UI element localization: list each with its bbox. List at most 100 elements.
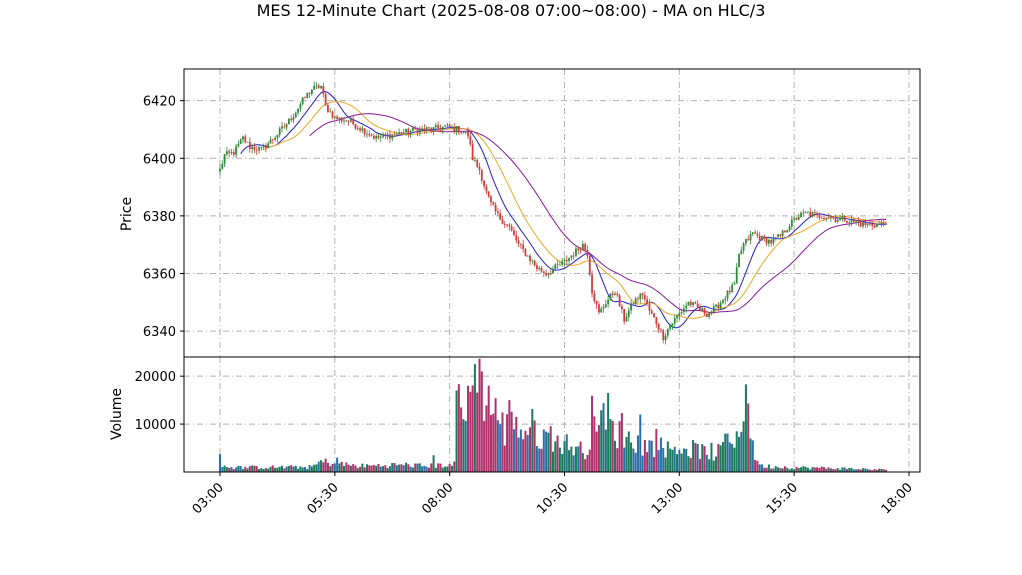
- candle-body: [761, 236, 763, 241]
- candle-body: [685, 305, 688, 309]
- volume-bar: [630, 442, 633, 472]
- volume-bar: [673, 446, 676, 472]
- volume-bar: [285, 466, 288, 472]
- candle-body: [864, 222, 867, 225]
- candle-body: [265, 145, 267, 149]
- volume-bar: [405, 462, 408, 472]
- candle-body: [545, 272, 548, 276]
- volume-bar: [274, 467, 277, 472]
- candle-body: [797, 217, 800, 220]
- candle-body: [407, 128, 410, 134]
- volume-bar: [595, 431, 598, 472]
- volume-panel: 10000 20000 Volume: [109, 356, 921, 473]
- candle-body: [441, 126, 444, 130]
- volume-bar: [416, 463, 419, 472]
- candle-body: [827, 217, 830, 219]
- volume-bar: [391, 463, 394, 472]
- candle-body: [464, 131, 467, 133]
- volume-bar: [614, 440, 617, 472]
- candle-body: [352, 119, 355, 125]
- volume-bar: [281, 465, 284, 472]
- volume-bar: [441, 467, 444, 472]
- candle-body: [320, 86, 322, 89]
- price-y-axis-label: Price: [119, 197, 135, 231]
- volume-bar: [331, 463, 334, 472]
- candle-body: [671, 323, 674, 326]
- candle-body: [398, 132, 401, 134]
- candle-body: [519, 243, 522, 245]
- candle-body: [763, 236, 766, 238]
- volume-bar: [260, 468, 263, 472]
- candle-body: [471, 144, 474, 161]
- candle-body: [666, 329, 669, 336]
- candle-body: [565, 259, 568, 262]
- candle-body: [829, 217, 832, 219]
- candle-body: [517, 240, 520, 244]
- candle-body: [742, 243, 745, 251]
- volume-bar: [347, 464, 350, 472]
- volume-bar: [852, 469, 855, 472]
- candle-body: [878, 223, 881, 225]
- moving-average-40-line: [309, 113, 887, 314]
- volume-bar: [558, 447, 561, 472]
- volume-bar: [439, 463, 442, 472]
- candle-body: [793, 218, 796, 220]
- volume-bar: [623, 447, 626, 472]
- candle-body: [620, 306, 623, 310]
- candle-body: [660, 329, 662, 331]
- candle-body: [873, 225, 876, 228]
- volume-bar: [524, 430, 527, 472]
- volume-bar: [611, 420, 614, 472]
- volume-bar: [258, 469, 261, 472]
- candle-body: [745, 239, 747, 244]
- volume-bar: [363, 467, 366, 472]
- volume-bar: [747, 403, 750, 472]
- candle-body: [846, 220, 848, 223]
- candle-body: [317, 85, 320, 89]
- volume-bar: [326, 462, 329, 472]
- candle-body: [869, 223, 871, 225]
- candle-body: [423, 128, 426, 131]
- candle-body: [802, 212, 805, 214]
- candle-body: [409, 130, 412, 134]
- candle-body: [738, 254, 740, 268]
- volume-bar: [609, 418, 612, 472]
- candlesticks: [219, 81, 887, 345]
- candle-body: [747, 239, 750, 241]
- candle-body: [453, 126, 456, 132]
- volume-bar: [584, 459, 587, 472]
- candle-body: [731, 284, 734, 293]
- volume-bar: [682, 448, 685, 472]
- volume-bar: [471, 385, 474, 472]
- volume-bar: [574, 446, 577, 472]
- candle-body: [834, 218, 837, 222]
- candle-body: [664, 335, 667, 341]
- volume-bar: [432, 455, 435, 472]
- volume-bar: [292, 466, 295, 472]
- candle-body: [836, 219, 839, 222]
- candle-body: [469, 136, 472, 145]
- candle-body: [850, 218, 853, 222]
- volume-bar: [395, 465, 398, 472]
- volume-bar: [632, 448, 635, 472]
- volume-bar: [230, 467, 233, 472]
- volume-bar: [370, 465, 373, 472]
- volume-bar: [878, 468, 881, 472]
- candle-body: [852, 218, 855, 222]
- volume-bar: [462, 419, 465, 472]
- candle-body: [625, 316, 628, 322]
- volume-bar: [779, 468, 782, 472]
- price-y-ticks: 6340 6360 6380 6400 6420: [143, 95, 184, 340]
- volume-bar: [825, 468, 828, 472]
- candle-body: [561, 261, 564, 265]
- volume-bar: [299, 466, 302, 472]
- volume-bar: [834, 469, 837, 472]
- candle-body: [418, 128, 421, 133]
- volume-bar: [827, 467, 830, 472]
- candle-body: [807, 211, 809, 213]
- volume-bar: [731, 443, 734, 472]
- candle-body: [389, 134, 391, 139]
- candle-body: [290, 118, 293, 121]
- volume-bar: [871, 470, 874, 472]
- candle-body: [634, 298, 637, 304]
